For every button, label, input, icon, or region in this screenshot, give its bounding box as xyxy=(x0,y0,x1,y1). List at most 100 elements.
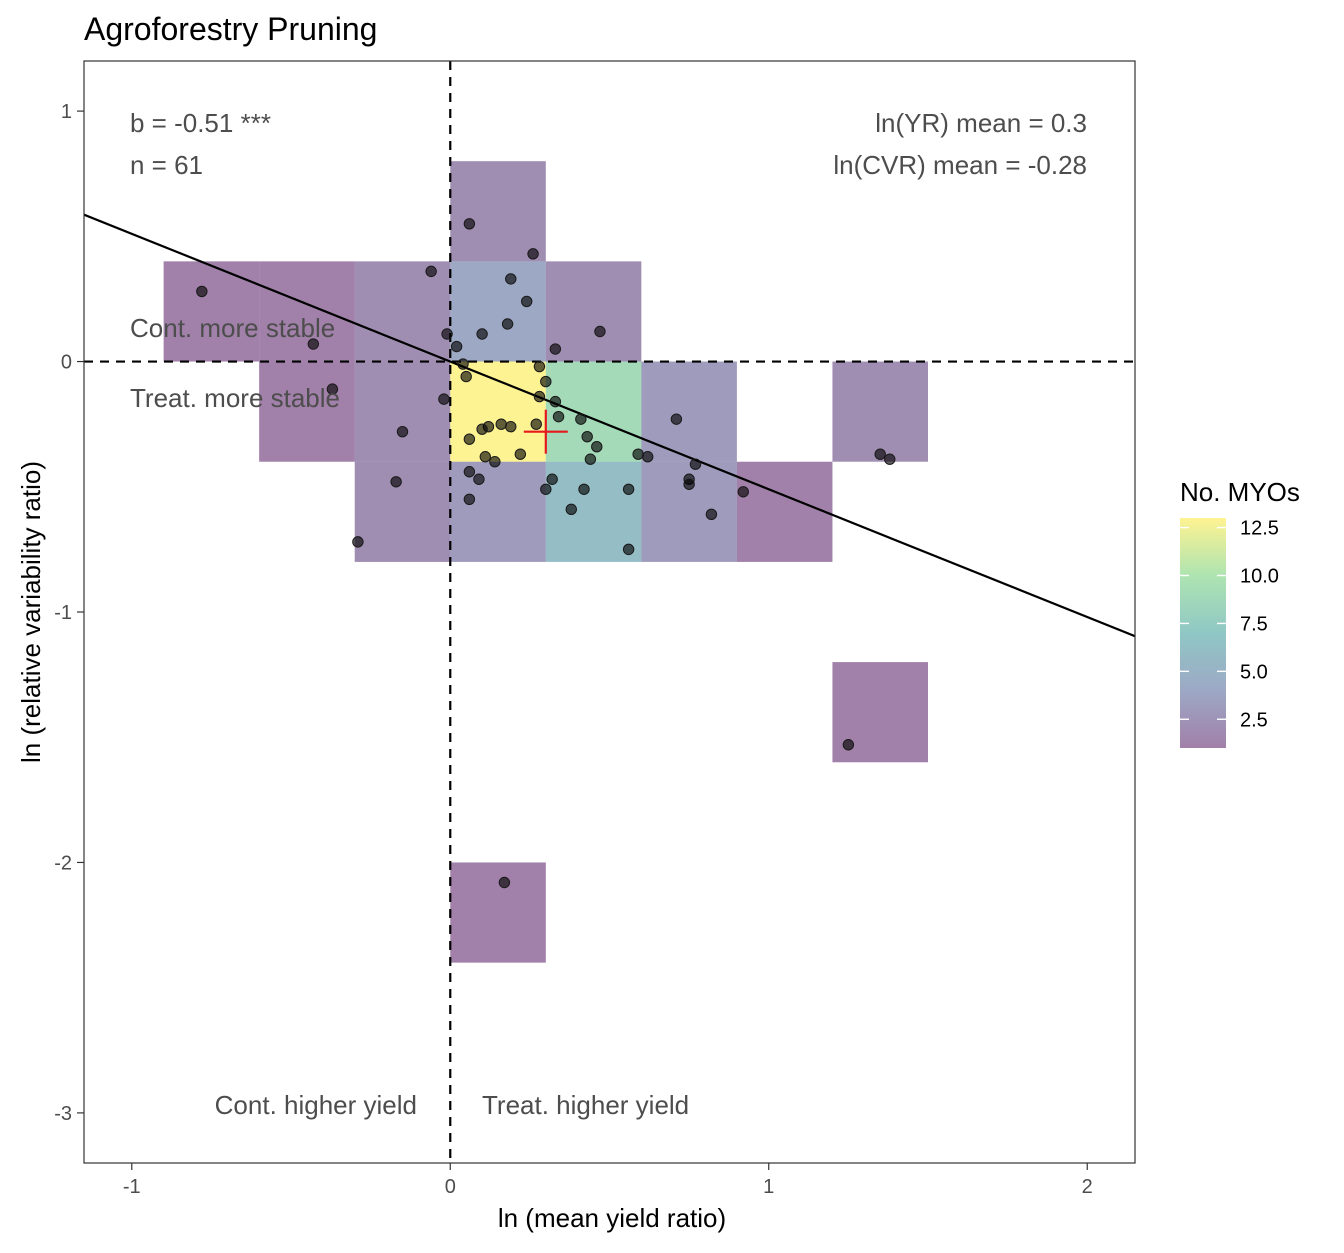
heatmap-bin xyxy=(736,461,833,562)
treat-higher-yield-label: Treat. higher yield xyxy=(482,1090,689,1120)
data-point xyxy=(463,466,476,478)
data-point xyxy=(196,285,208,298)
plot-panel-border xyxy=(83,60,1136,1164)
chart-title: Agroforestry Pruning xyxy=(84,11,377,47)
data-point xyxy=(520,295,533,308)
heatmap-bin xyxy=(450,862,546,963)
treat-more-stable-label: Treat. more stable xyxy=(130,383,340,413)
data-point xyxy=(622,543,635,556)
heatmap-bin xyxy=(354,261,451,362)
x-tick-label: 2 xyxy=(1082,1176,1093,1198)
heatmap-bin xyxy=(450,261,546,362)
data-point xyxy=(307,338,320,350)
y-tick-label: -1 xyxy=(54,602,72,624)
data-point xyxy=(578,483,590,495)
data-point xyxy=(581,430,593,443)
data-point xyxy=(479,451,491,463)
data-point xyxy=(594,325,606,338)
data-point xyxy=(441,328,453,340)
data-point xyxy=(501,318,514,330)
y-tick-label: 0 xyxy=(61,352,72,374)
legend-tick-label: 12.5 xyxy=(1240,518,1279,540)
data-point xyxy=(463,218,476,230)
heatmap-bin xyxy=(354,461,451,562)
stats-n-label: n = 61 xyxy=(130,150,203,180)
data-point xyxy=(842,739,855,751)
data-point xyxy=(460,370,472,383)
data-point xyxy=(495,418,507,430)
heatmap-bin xyxy=(832,361,928,462)
x-axis-label: ln (mean yield ratio) xyxy=(498,1203,726,1233)
data-point xyxy=(552,410,565,423)
data-point xyxy=(533,360,546,373)
heatmap-bin xyxy=(545,261,642,362)
reference-lines xyxy=(84,61,1135,1163)
data-point xyxy=(450,340,463,353)
data-point xyxy=(505,420,517,433)
data-point xyxy=(642,451,654,463)
legend-colorbar xyxy=(1180,518,1226,748)
data-point xyxy=(396,425,409,438)
data-point xyxy=(549,343,562,355)
scatter-points xyxy=(196,218,896,889)
data-point xyxy=(425,265,437,278)
data-point xyxy=(533,390,546,403)
legend-title: No. MYOs xyxy=(1180,477,1300,507)
legend-tick-label: 7.5 xyxy=(1240,613,1268,635)
yr-mean-label: ln(YR) mean = 0.3 xyxy=(875,108,1087,138)
data-point xyxy=(632,448,644,460)
color-legend: No. MYOs 12.5 10.0 7.5 5.0 2.5 xyxy=(1180,477,1300,748)
data-point xyxy=(457,358,469,370)
regression-layer xyxy=(84,213,1135,638)
data-point xyxy=(546,473,558,485)
x-tick-label: 0 xyxy=(445,1176,456,1198)
data-point xyxy=(622,483,635,495)
data-point xyxy=(463,493,476,505)
legend-tick-label: 2.5 xyxy=(1240,709,1268,731)
annotations: b = -0.51 *** n = 61 ln(YR) mean = 0.3 l… xyxy=(130,108,1087,1120)
data-point xyxy=(489,456,501,468)
x-axis: -1 0 1 2 xyxy=(123,1163,1093,1198)
data-point xyxy=(527,248,539,260)
regression-line xyxy=(84,213,1135,638)
heatmap-bins xyxy=(163,161,928,963)
data-point xyxy=(705,508,718,521)
data-point xyxy=(540,483,552,495)
data-point xyxy=(575,413,587,425)
data-point xyxy=(476,423,488,435)
y-axis: 1 0 -1 -2 -3 xyxy=(54,101,84,1125)
data-point xyxy=(473,473,485,485)
data-point xyxy=(584,453,597,465)
heatmap-bin xyxy=(163,261,260,362)
y-tick-label: 1 xyxy=(61,101,72,123)
heatmap-bin xyxy=(450,161,546,262)
heatmap-bin xyxy=(259,361,355,462)
heatmap-bin xyxy=(641,361,737,462)
data-point xyxy=(514,448,527,460)
data-point xyxy=(498,876,511,889)
x-tick-label: 1 xyxy=(763,1176,774,1198)
data-point xyxy=(390,476,402,488)
data-point xyxy=(591,441,603,453)
data-point xyxy=(565,503,577,516)
data-point xyxy=(689,458,702,470)
data-point xyxy=(540,375,552,388)
data-point xyxy=(549,395,562,408)
heatmap-bin xyxy=(259,261,355,362)
y-tick-label: -2 xyxy=(54,852,72,874)
data-point xyxy=(737,486,749,498)
cvr-mean-label: ln(CVR) mean = -0.28 xyxy=(833,150,1087,180)
data-point xyxy=(530,418,542,430)
y-axis-label: ln (relative variability ratio) xyxy=(16,461,46,763)
stats-b-label: b = -0.51 *** xyxy=(130,108,271,138)
cont-more-stable-label: Cont. more stable xyxy=(130,313,335,343)
legend-tick-label: 10.0 xyxy=(1240,566,1279,588)
data-point xyxy=(683,478,695,490)
x-tick-label: -1 xyxy=(123,1176,141,1198)
legend-tick-label: 5.0 xyxy=(1240,661,1268,683)
heatmap-bin xyxy=(450,461,546,562)
data-point xyxy=(476,328,488,340)
data-point xyxy=(884,453,896,465)
